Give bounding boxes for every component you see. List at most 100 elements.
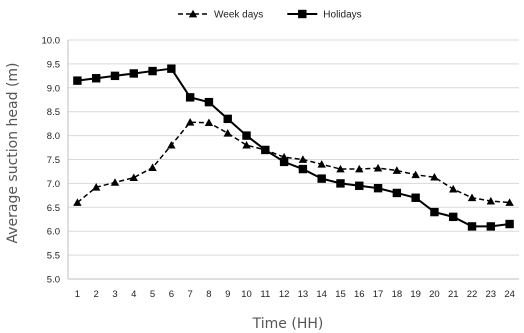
x-tick-17: 17: [373, 289, 384, 300]
point-holidays-15: [336, 179, 345, 188]
point-holidays-10: [242, 131, 251, 140]
x-tick-20: 20: [429, 289, 440, 300]
point-holidays-18: [392, 188, 402, 198]
x-tick-18: 18: [392, 289, 403, 300]
legend-marker-week-days: [188, 9, 198, 18]
point-holidays-13: [298, 164, 308, 174]
legend-item-week-days: Week days: [178, 10, 263, 21]
legend-label-holidays: Holidays: [323, 10, 361, 21]
y-tick-9.0: 9.0: [47, 83, 60, 94]
point-holidays-12: [279, 157, 289, 167]
point-holidays-17: [373, 183, 383, 193]
point-week-days-18: [392, 166, 402, 174]
point-holidays-8: [204, 97, 214, 107]
x-tick-11: 11: [260, 289, 270, 300]
y-tick-labels: 5.0 5.5 6.0 6.5 7.0 7.5 8.0 8.5 9.0 9.5 10.0: [42, 36, 61, 286]
y-tick-8.0: 8.0: [47, 131, 60, 142]
point-holidays-21: [449, 212, 458, 222]
point-week-days-9: [223, 129, 232, 137]
point-week-days-4: [129, 173, 138, 182]
point-holidays-22: [467, 222, 477, 231]
point-week-days-15: [336, 164, 345, 173]
x-tick-12: 12: [279, 289, 290, 300]
x-tick-10: 10: [241, 289, 252, 300]
x-tick-23: 23: [486, 289, 497, 300]
point-holidays-6: [167, 64, 176, 73]
x-tick-2: 2: [94, 289, 99, 300]
x-tick-13: 13: [298, 289, 309, 300]
y-tick-5.0: 5.0: [47, 275, 60, 286]
point-holidays-4: [129, 69, 138, 78]
point-holidays-14: [317, 174, 326, 183]
point-week-days-8: [204, 118, 214, 127]
point-week-days-13: [298, 155, 308, 163]
x-tick-19: 19: [410, 289, 421, 300]
series-line-holidays: [77, 67, 510, 228]
x-tick-7: 7: [187, 289, 192, 300]
point-week-days-5: [148, 163, 157, 171]
point-holidays-1: [73, 76, 82, 85]
y-tick-6.0: 6.0: [47, 227, 60, 238]
x-tick-1: 1: [75, 289, 80, 300]
point-holidays-19: [411, 193, 420, 202]
point-holidays-3: [110, 71, 120, 81]
point-week-days-1: [73, 198, 82, 206]
y-tick-6.5: 6.5: [47, 203, 60, 214]
point-week-days-10: [242, 140, 251, 149]
x-tick-6: 6: [169, 289, 174, 300]
point-week-days-23: [486, 196, 496, 205]
y-tick-10.0: 10.0: [42, 36, 61, 47]
legend-label-week-days: Week days: [214, 10, 263, 21]
point-week-days-22: [467, 193, 477, 202]
point-holidays-2: [91, 74, 101, 83]
series-week-days: [73, 118, 514, 206]
x-tick-22: 22: [467, 289, 478, 300]
point-holidays-11: [261, 145, 270, 155]
y-axis-title: Average suction head (m): [5, 62, 21, 243]
y-tick-7.0: 7.0: [47, 179, 60, 190]
x-tick-3: 3: [112, 289, 117, 300]
point-week-days-21: [449, 184, 458, 193]
x-tick-24: 24: [504, 289, 515, 300]
y-tick-8.5: 8.5: [47, 107, 60, 118]
x-tick-4: 4: [131, 289, 136, 300]
x-tick-16: 16: [354, 289, 365, 300]
x-tick-14: 14: [316, 289, 327, 300]
series-layer: [73, 64, 514, 231]
x-tick-9: 9: [225, 289, 230, 300]
series-holidays: [73, 64, 514, 231]
point-week-days-3: [110, 178, 120, 186]
x-axis-title: Time (HH): [252, 316, 324, 332]
point-holidays-16: [355, 181, 364, 190]
point-week-days-14: [317, 160, 326, 168]
legend-item-holidays: Holidays: [287, 9, 362, 21]
point-week-days-20: [430, 172, 439, 181]
point-week-days-6: [167, 140, 176, 149]
y-tick-7.5: 7.5: [47, 155, 60, 166]
point-week-days-7: [185, 118, 195, 126]
y-gridlines: [68, 39, 519, 280]
axes: [67, 40, 519, 280]
point-week-days-16: [355, 164, 364, 173]
x-tick-15: 15: [335, 289, 346, 300]
point-week-days-2: [91, 183, 101, 191]
series-line-week-days: [76, 121, 510, 204]
point-week-days-24: [505, 198, 514, 206]
point-holidays-23: [486, 222, 496, 231]
x-tick-labels: 1 2 3 4 5 6 7 8 9 10 11 12 13 14 15 16 17 18 19 20 21 22 23 24: [75, 289, 515, 300]
legend-marker-holidays: [298, 9, 307, 19]
point-holidays-7: [185, 93, 195, 102]
point-week-days-19: [411, 170, 420, 179]
y-tick-5.5: 5.5: [47, 251, 60, 262]
y-tick-9.5: 9.5: [47, 59, 60, 70]
point-week-days-17: [373, 163, 383, 172]
legend: Week days Holidays: [178, 10, 362, 21]
point-holidays-24: [505, 219, 514, 229]
x-tick-5: 5: [150, 289, 155, 300]
x-tick-8: 8: [206, 289, 211, 300]
point-holidays-20: [430, 207, 439, 217]
point-holidays-5: [148, 66, 157, 76]
x-tick-21: 21: [448, 289, 459, 300]
point-holidays-9: [223, 114, 232, 124]
